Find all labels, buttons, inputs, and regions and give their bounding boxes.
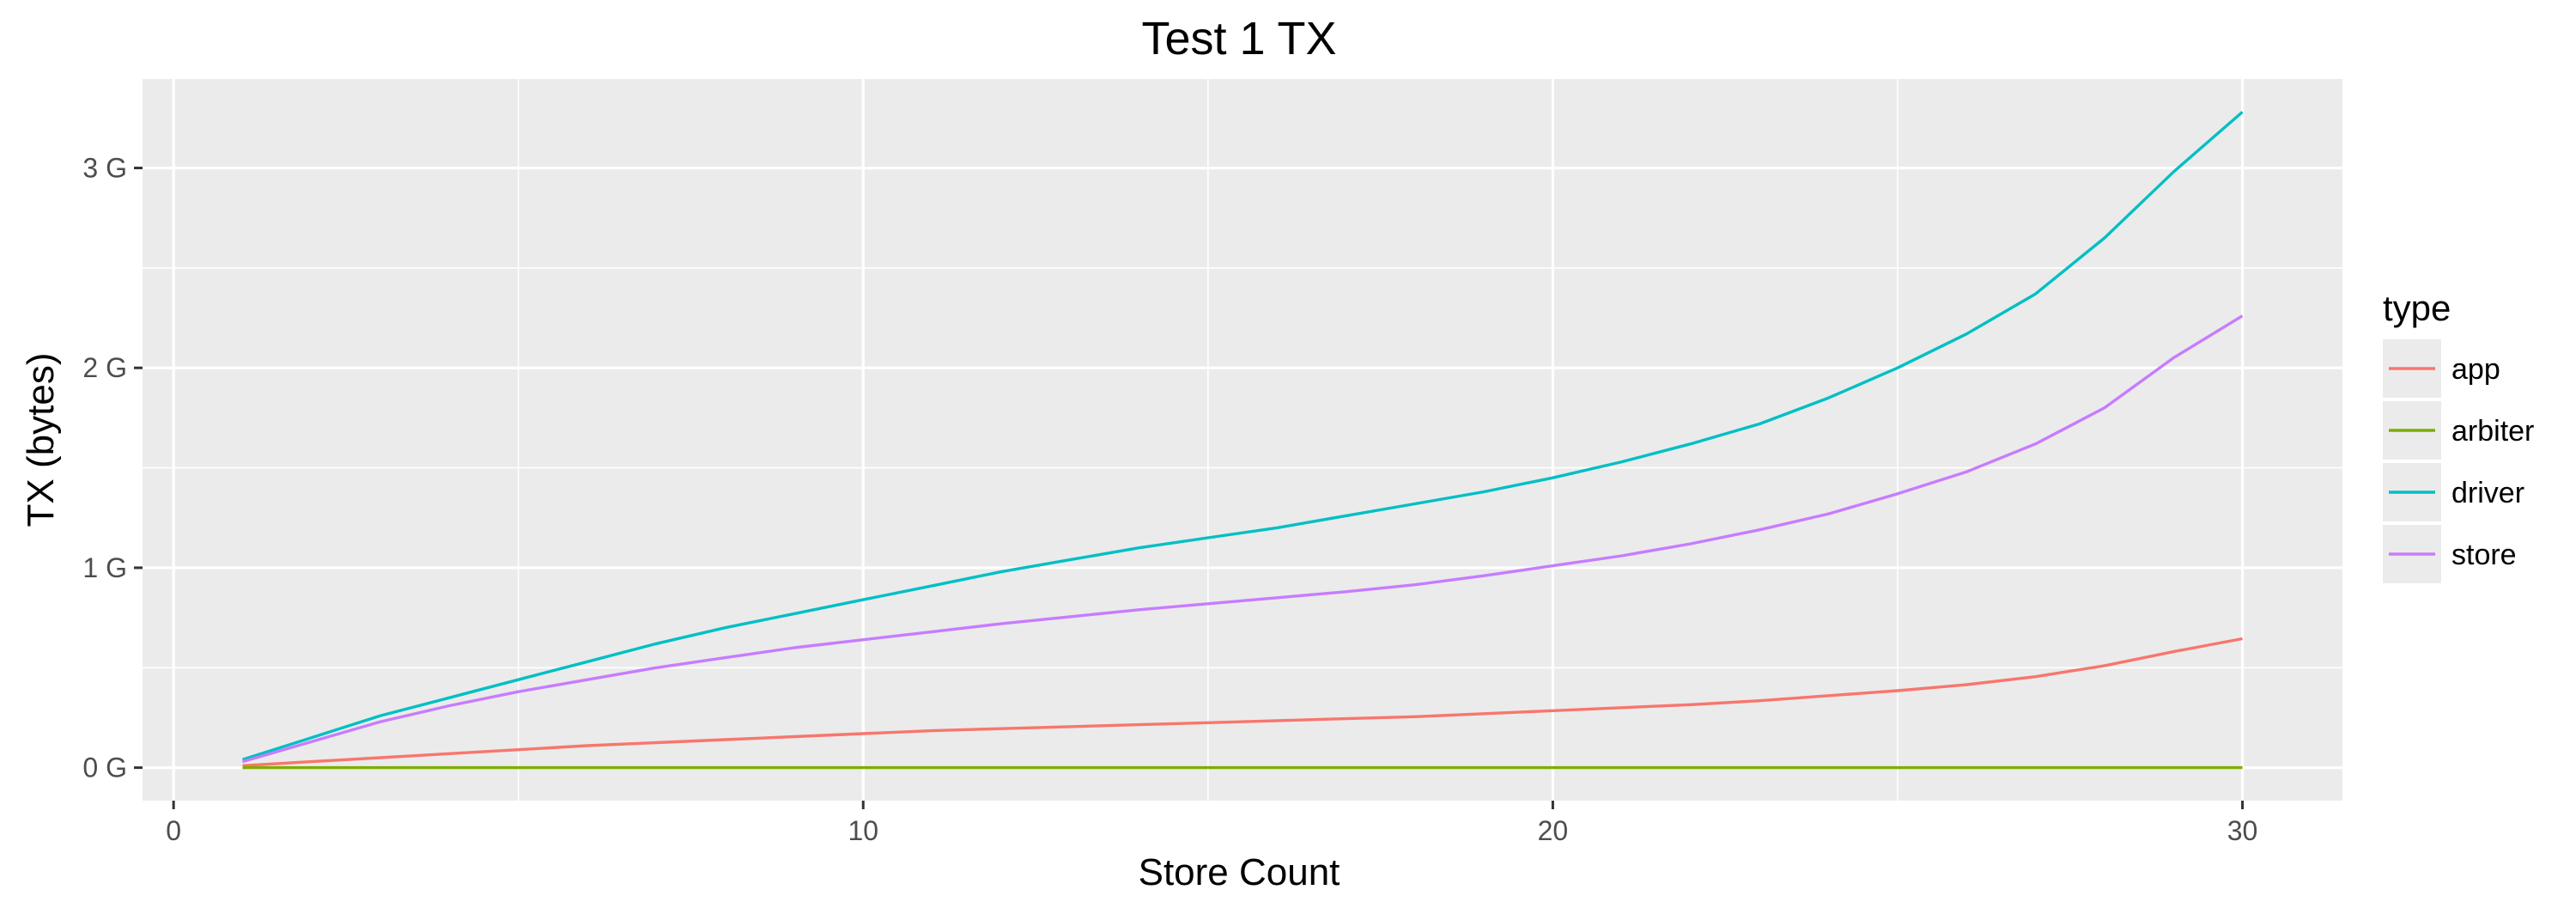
y-tick-label: 0 G bbox=[82, 753, 127, 783]
y-tick-label: 1 G bbox=[82, 552, 127, 583]
legend-label-arbiter: arbiter bbox=[2451, 415, 2534, 448]
x-tick-label: 0 bbox=[166, 815, 181, 846]
x-axis: 0 10 20 30 bbox=[166, 801, 2257, 846]
y-axis-title: TX (bytes) bbox=[20, 353, 62, 527]
series-line-driver bbox=[241, 111, 2244, 761]
legend: type app arbiter driver store bbox=[2383, 288, 2534, 583]
x-tick-label: 10 bbox=[848, 815, 878, 846]
chart-title: Test 1 TX bbox=[1141, 13, 1336, 64]
x-tick-label: 30 bbox=[2227, 815, 2258, 846]
y-axis: 0 G 1 G 2 G 3 G bbox=[82, 153, 143, 783]
x-axis-title: Store Count bbox=[1139, 851, 1340, 893]
x-tick-label: 20 bbox=[1538, 815, 1569, 846]
legend-title: type bbox=[2383, 288, 2451, 328]
y-tick-label: 2 G bbox=[82, 352, 127, 383]
legend-label-store: store bbox=[2451, 539, 2517, 571]
legend-label-driver: driver bbox=[2451, 477, 2524, 509]
series-line-store bbox=[242, 314, 2244, 764]
series-lines bbox=[241, 111, 2244, 770]
legend-label-app: app bbox=[2451, 353, 2500, 386]
plot-panel bbox=[143, 79, 2342, 801]
series-line-app bbox=[242, 637, 2243, 767]
y-tick-label: 3 G bbox=[82, 153, 127, 184]
